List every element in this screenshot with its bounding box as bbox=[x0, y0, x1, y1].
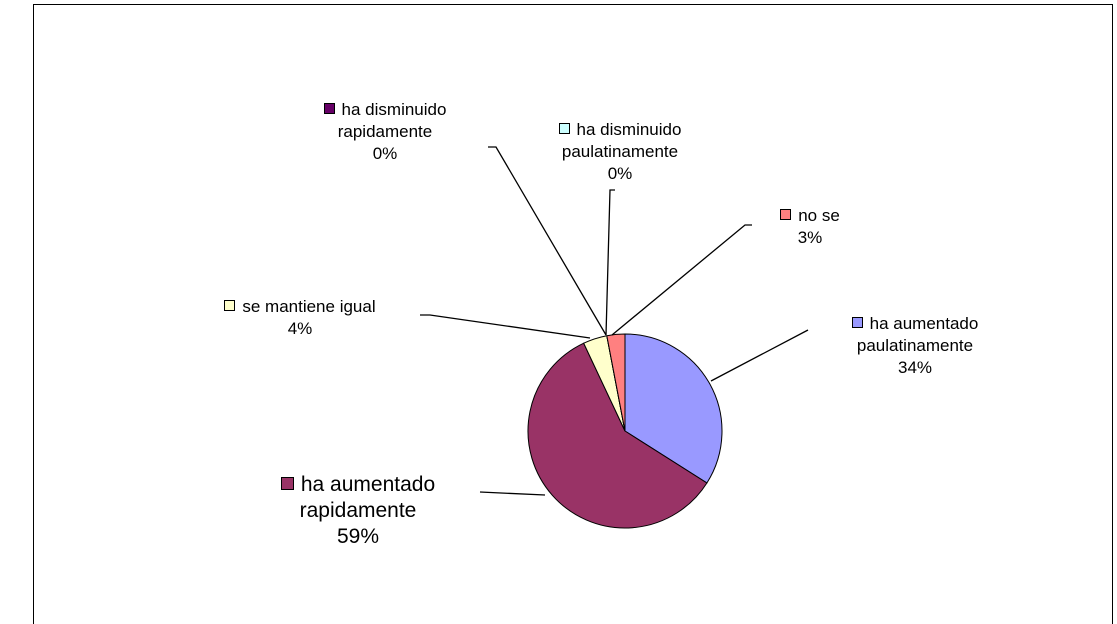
category-label: no se bbox=[798, 206, 840, 225]
legend-swatch bbox=[851, 317, 863, 328]
pie-slice bbox=[527, 342, 708, 529]
data-label: ha disminuido paulatinamente 0% bbox=[535, 119, 705, 185]
chart-frame bbox=[33, 4, 1113, 624]
label-name-row: ha disminuido paulatinamente bbox=[535, 119, 705, 163]
data-label: ha aumentado paulatinamente 34% bbox=[825, 313, 1005, 379]
leader-line bbox=[420, 314, 591, 339]
value-label: 3% bbox=[797, 228, 823, 247]
value-label: 4% bbox=[287, 319, 313, 338]
leader-line bbox=[479, 491, 546, 496]
value-label: 0% bbox=[607, 164, 633, 183]
value-label: 59% bbox=[336, 525, 380, 548]
leader-line bbox=[488, 146, 607, 336]
legend-swatch bbox=[323, 103, 335, 114]
data-label: ha disminuido rapidamente 0% bbox=[310, 99, 460, 165]
pie-slice bbox=[624, 333, 723, 484]
category-label: ha disminuido paulatinamente bbox=[561, 120, 682, 161]
data-label: ha aumentado rapidamente 59% bbox=[243, 472, 473, 550]
category-label: se mantiene igual bbox=[242, 297, 376, 316]
value-label: 0% bbox=[372, 144, 398, 163]
label-name-row: se mantiene igual bbox=[180, 296, 420, 318]
legend-swatch bbox=[780, 209, 792, 220]
legend-swatch bbox=[558, 123, 570, 134]
category-label: ha aumentado rapidamente bbox=[299, 473, 436, 522]
category-label: ha aumentado paulatinamente bbox=[856, 314, 979, 355]
leader-line bbox=[605, 189, 615, 336]
value-label: 34% bbox=[897, 358, 933, 377]
label-name-row: no se bbox=[760, 205, 860, 227]
legend-swatch bbox=[280, 477, 294, 490]
category-label: ha disminuido rapidamente bbox=[337, 100, 447, 141]
data-label: se mantiene igual 4% bbox=[180, 296, 420, 340]
label-name-row: ha disminuido rapidamente bbox=[310, 99, 460, 143]
label-name-row: ha aumentado paulatinamente bbox=[825, 313, 1005, 357]
leader-line bbox=[710, 329, 809, 382]
leader-line bbox=[611, 224, 752, 336]
label-name-row: ha aumentado rapidamente bbox=[243, 472, 473, 524]
data-label: no se 3% bbox=[760, 205, 860, 249]
pie-slice bbox=[606, 333, 626, 432]
legend-swatch bbox=[224, 300, 236, 311]
